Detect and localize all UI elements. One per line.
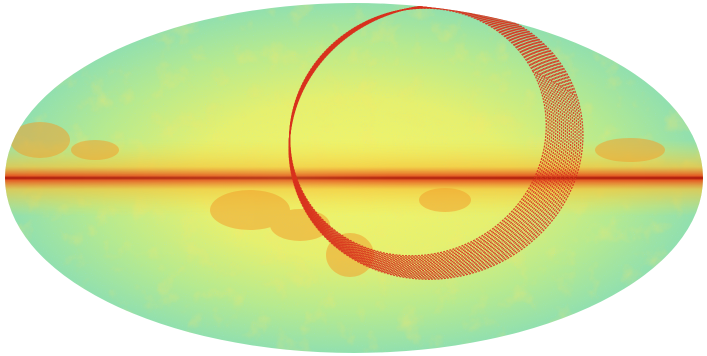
- galactic-plane: [5, 140, 703, 216]
- galactic-structures: [10, 122, 665, 277]
- scan-loop: [288, 4, 584, 280]
- scan-loop: [288, 4, 580, 278]
- scan-loop: [288, 5, 567, 269]
- scan-loop: [288, 6, 559, 264]
